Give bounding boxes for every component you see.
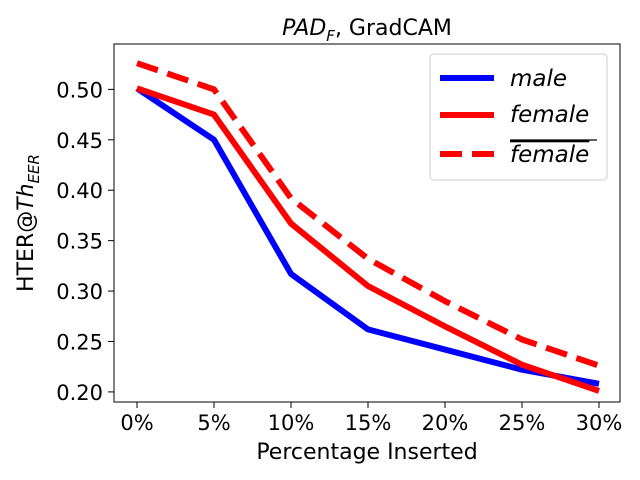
y-tick-label: 0.35 <box>56 230 103 254</box>
y-axis-label: HTER@ThEER <box>14 154 43 292</box>
x-tick-label: 30% <box>576 411 623 435</box>
x-tick-label: 10% <box>268 411 315 435</box>
y-tick-label: 0.50 <box>56 78 103 102</box>
x-tick-label: 25% <box>499 411 546 435</box>
x-tick-label: 15% <box>345 411 392 435</box>
legend-label-female: female <box>510 102 589 128</box>
y-tick-label: 0.30 <box>56 280 103 304</box>
x-axis: 0% 5% 10% 15% 20% 25% 30% <box>120 402 622 435</box>
series-line-female-overline <box>136 60 600 369</box>
series-group <box>135 60 600 394</box>
series-line-male <box>135 85 600 387</box>
x-tick-label: 5% <box>197 411 230 435</box>
legend: male female female <box>429 53 608 181</box>
y-axis: 0.20 0.25 0.30 0.35 0.40 0.45 0.50 <box>56 78 114 405</box>
chart-title: PADF, GradCAM <box>282 16 452 45</box>
y-tick-label: 0.40 <box>56 179 103 203</box>
x-axis-label: Percentage Inserted <box>256 440 477 465</box>
series-line-female <box>136 85 600 394</box>
y-tick-label: 0.25 <box>56 330 103 354</box>
x-tick-label: 20% <box>422 411 469 435</box>
legend-label-female-overline: female <box>510 142 589 168</box>
y-tick-label: 0.45 <box>56 129 103 153</box>
legend-label-male: male <box>510 66 567 92</box>
legend-box <box>429 53 608 181</box>
y-tick-label: 0.20 <box>56 381 103 405</box>
x-tick-label: 0% <box>120 411 153 435</box>
